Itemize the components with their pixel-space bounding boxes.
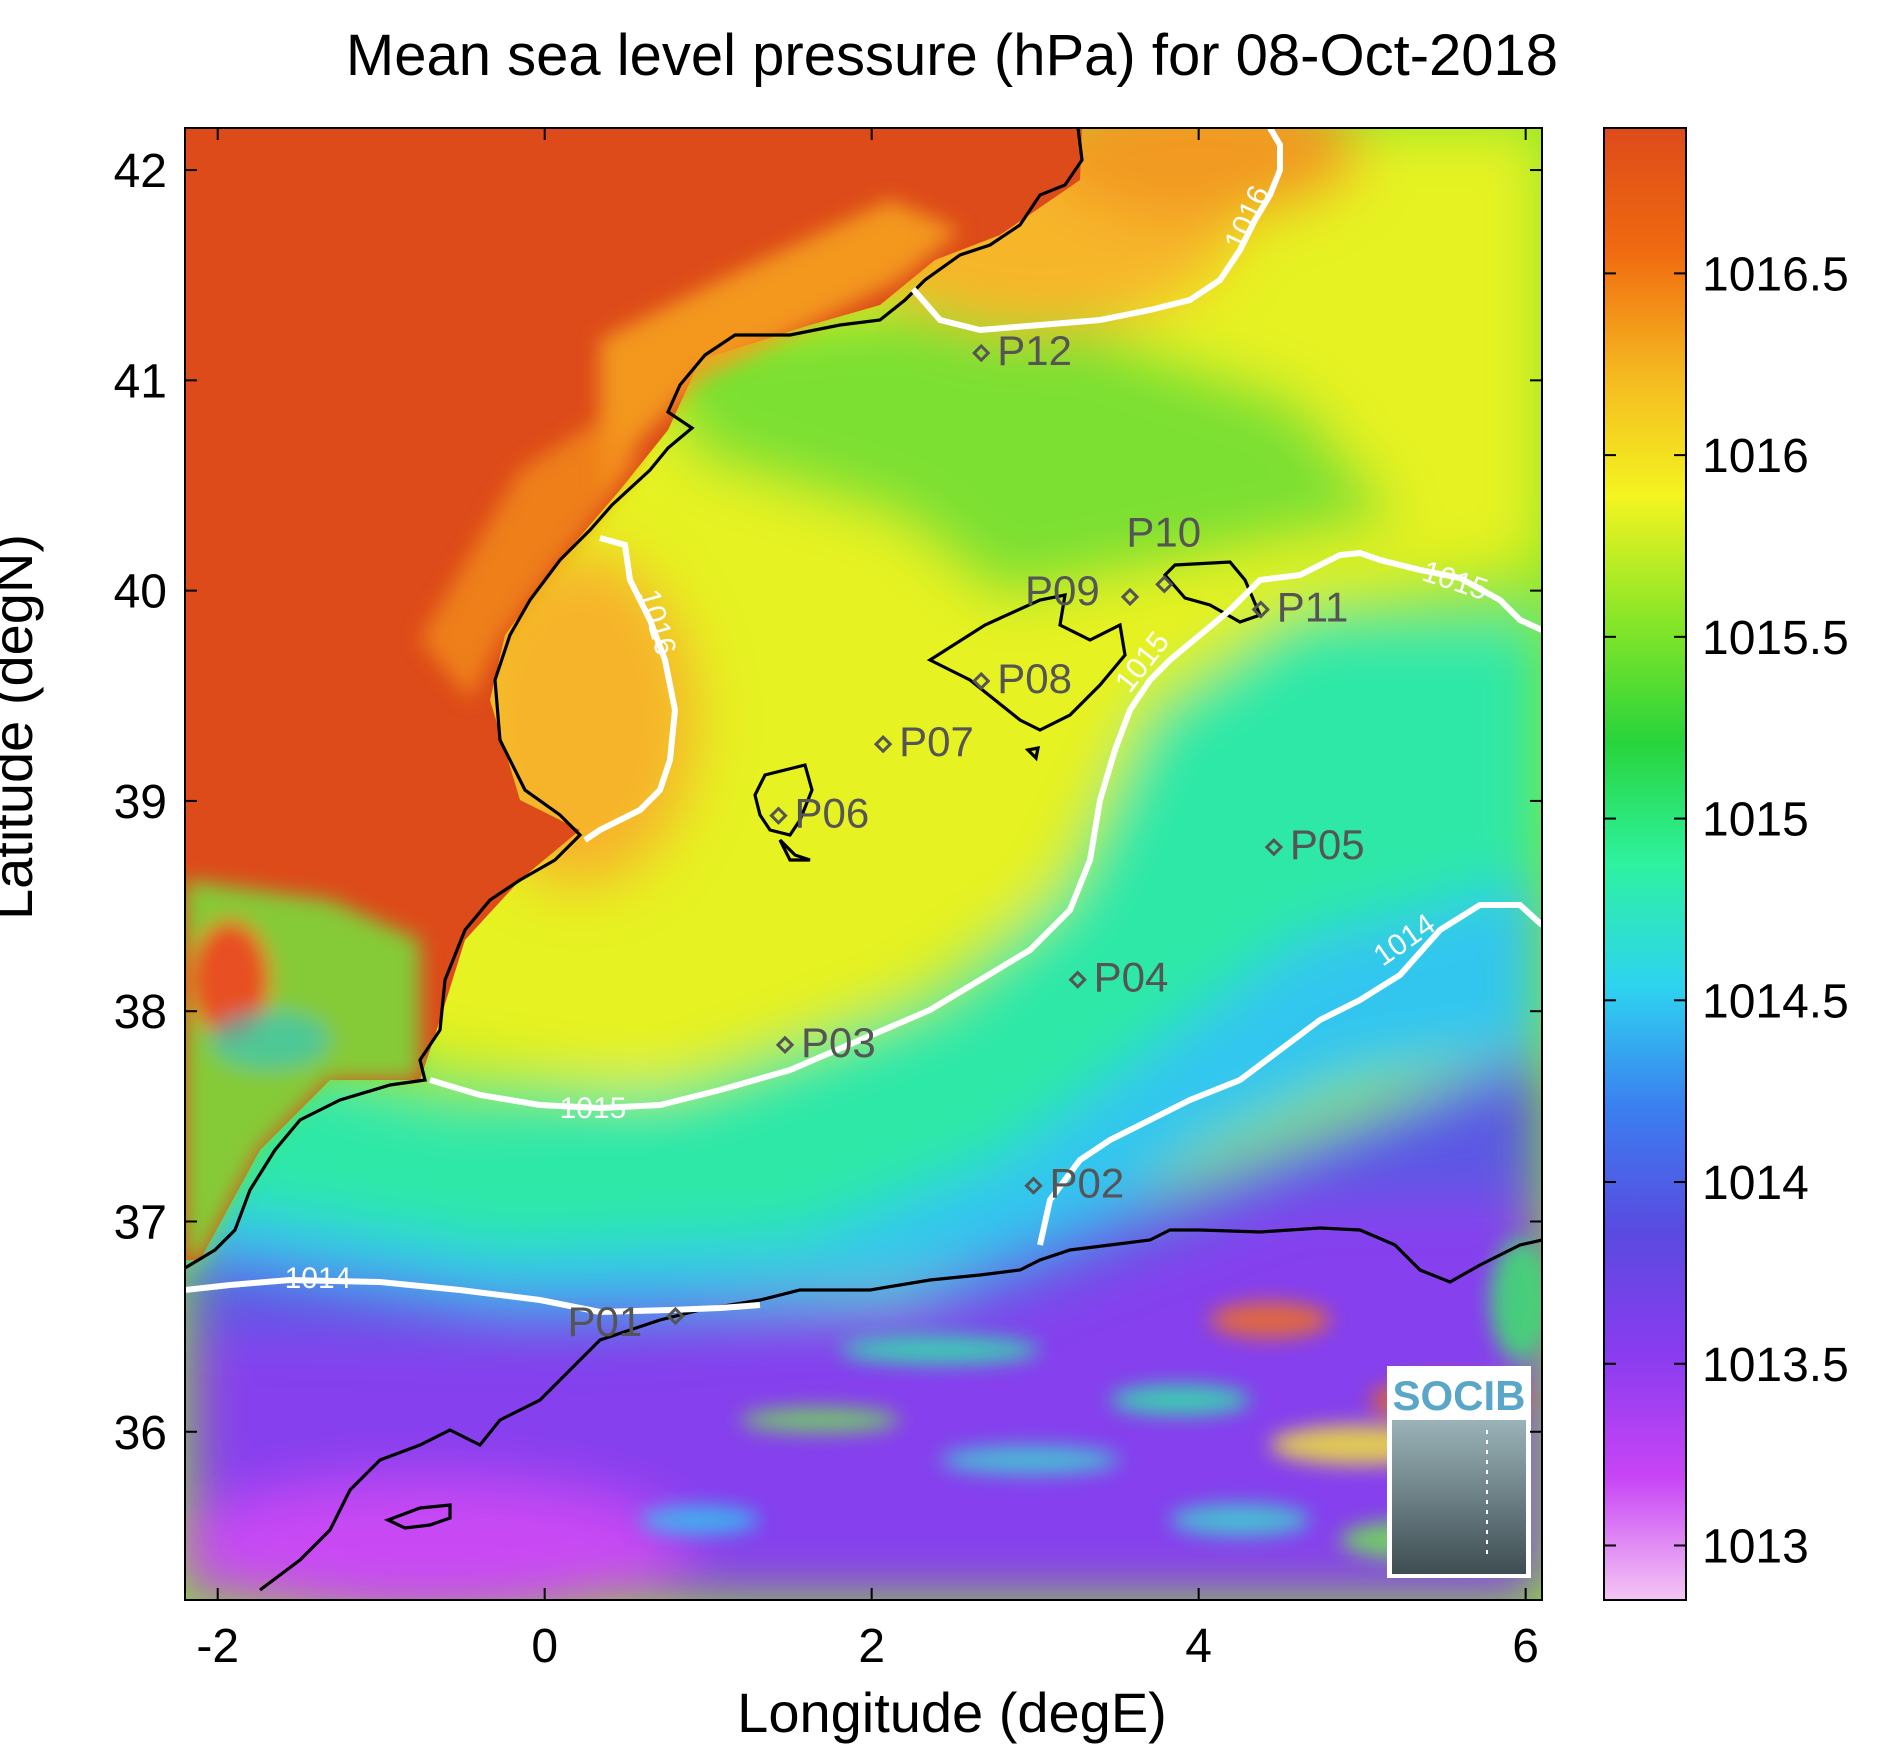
station-marker xyxy=(1155,575,1174,594)
contour-label: 1014 xyxy=(285,1262,352,1295)
colorbar-tick-label: 1016 xyxy=(1702,430,1809,483)
x-axis-ticks: -2 0 2 4 6 xyxy=(196,128,1539,1673)
station-marker xyxy=(873,734,893,754)
station-marker xyxy=(769,806,788,825)
x-tick-label: 0 xyxy=(531,1620,558,1673)
y-tick-label: 39 xyxy=(114,776,167,829)
colorbar-ticks: 1016.5 1016 1015.5 1015 1014.5 1014 1013.5 1013 xyxy=(1604,248,1849,1573)
colorbar-tick-label: 1013 xyxy=(1702,1520,1809,1573)
colorbar-tick-label: 1015.5 xyxy=(1702,612,1849,665)
station-label: P05 xyxy=(1290,821,1365,868)
station-label: P11 xyxy=(1277,584,1349,631)
colorbar-tick-label: 1014 xyxy=(1702,1157,1809,1210)
station-p02[interactable]: P02 xyxy=(1024,1160,1125,1207)
isobar-1016-north xyxy=(910,128,1283,334)
station-marker xyxy=(666,1306,685,1326)
colorbar xyxy=(1603,127,1687,1601)
station-p10[interactable]: P10 xyxy=(1126,508,1201,594)
station-marker xyxy=(1264,837,1284,857)
y-tick-label: 41 xyxy=(114,355,167,408)
station-p12[interactable]: P12 xyxy=(972,327,1072,374)
station-p06[interactable]: P06 xyxy=(769,790,869,837)
isobar-1015 xyxy=(429,549,1542,1112)
station-marker xyxy=(1251,600,1270,619)
station-marker xyxy=(972,343,991,363)
y-axis-label: Latitude (degN) xyxy=(0,533,44,920)
isobars xyxy=(185,128,1542,1316)
station-label: P02 xyxy=(1050,1160,1125,1207)
y-tick-label: 38 xyxy=(114,986,167,1039)
x-tick-label: -2 xyxy=(196,1620,239,1673)
colorbar-tick-label: 1013.5 xyxy=(1702,1339,1849,1392)
station-marker xyxy=(1120,587,1140,607)
x-tick-label: 6 xyxy=(1512,1620,1539,1673)
station-p08[interactable]: P08 xyxy=(972,655,1072,702)
station-label: P03 xyxy=(801,1019,876,1066)
station-p09[interactable]: P09 xyxy=(1025,567,1140,614)
station-p01[interactable]: P01 xyxy=(567,1298,685,1345)
stations: P01 P02 P03 P04 P05 P06 P07 P08 P09 P10 P11 P12 xyxy=(567,327,1364,1345)
chart-title: Mean sea level pressure (hPa) for 08-Oct… xyxy=(345,23,1559,88)
station-label: P10 xyxy=(1126,508,1201,555)
isobar-1014-east xyxy=(1037,902,1542,1246)
station-p11[interactable]: P11 xyxy=(1251,584,1349,631)
y-tick-label: 40 xyxy=(114,566,167,619)
x-tick-label: 4 xyxy=(1185,1620,1212,1673)
contour-label: 1015 xyxy=(560,1092,627,1125)
axes-frame xyxy=(184,127,1543,1601)
colorbar-tick-label: 1015 xyxy=(1702,794,1809,847)
colorbar-tick-label: 1016.5 xyxy=(1702,248,1849,301)
socib-logo: SOCIB xyxy=(1387,1366,1531,1578)
socib-logo-text: SOCIB xyxy=(1392,1372,1525,1419)
station-p05[interactable]: P05 xyxy=(1264,821,1365,868)
y-tick-label: 36 xyxy=(114,1407,167,1460)
isobar-1016-west xyxy=(583,535,679,843)
station-p04[interactable]: P04 xyxy=(1068,954,1169,1001)
isobar-1014-south xyxy=(185,1276,761,1316)
station-label: P08 xyxy=(997,655,1072,702)
x-axis-label: Longitude (degE) xyxy=(737,1681,1167,1744)
y-axis-ticks: 42 41 40 39 38 37 36 xyxy=(114,145,1542,1460)
y-tick-label: 37 xyxy=(114,1196,167,1249)
station-label: P12 xyxy=(997,327,1072,374)
pressure-field xyxy=(185,128,1542,1600)
colorbar-tick-label: 1014.5 xyxy=(1702,975,1849,1028)
station-p07[interactable]: P07 xyxy=(873,718,974,765)
station-marker xyxy=(1024,1176,1043,1195)
station-p03[interactable]: P03 xyxy=(775,1019,876,1066)
station-label: P01 xyxy=(567,1298,642,1345)
station-marker xyxy=(775,1035,795,1055)
station-label: P09 xyxy=(1025,567,1100,614)
station-marker xyxy=(1068,970,1087,989)
station-label: P06 xyxy=(794,790,869,837)
x-tick-label: 2 xyxy=(858,1620,885,1673)
station-label: P04 xyxy=(1094,954,1169,1001)
station-label: P07 xyxy=(899,718,974,765)
y-tick-label: 42 xyxy=(114,145,167,198)
station-marker xyxy=(972,671,991,691)
